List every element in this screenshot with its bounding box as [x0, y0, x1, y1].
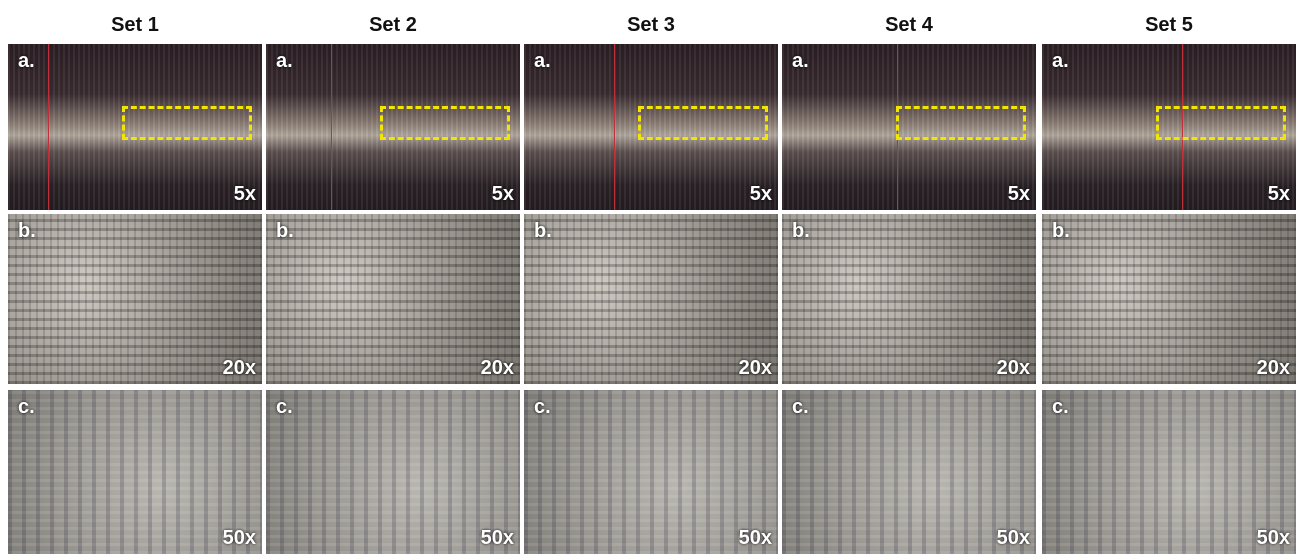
reference-line [614, 44, 615, 210]
panel-label: b. [276, 220, 294, 243]
column-title: Set 2 [266, 14, 520, 37]
micrograph: c. 50x [782, 390, 1036, 554]
magnification: 20x [1257, 357, 1290, 380]
micrograph: c. 50x [8, 390, 262, 554]
panel-label: a. [534, 50, 551, 73]
panel-label: c. [792, 396, 809, 419]
magnification: 50x [223, 527, 256, 550]
micrograph: a. 5x [782, 44, 1036, 210]
micrograph: c. 50x [266, 390, 520, 554]
magnification: 5x [750, 183, 772, 206]
micrograph: c. 50x [524, 390, 778, 554]
region-highlight [896, 106, 1026, 140]
magnification: 50x [481, 527, 514, 550]
panel-label: b. [1052, 220, 1070, 243]
panel-label: a. [792, 50, 809, 73]
magnification: 20x [739, 357, 772, 380]
magnification: 20x [997, 357, 1030, 380]
micrograph: b. 20x [524, 214, 778, 384]
magnification: 20x [223, 357, 256, 380]
micrograph: a. 5x [8, 44, 262, 210]
panel-label: a. [18, 50, 35, 73]
panel-label: c. [534, 396, 551, 419]
column-title: Set 1 [8, 14, 262, 37]
micrograph: a. 5x [266, 44, 520, 210]
panel-label: c. [18, 396, 35, 419]
micrograph: b. 20x [782, 214, 1036, 384]
micrograph: c. 50x [1042, 390, 1296, 554]
reference-line [48, 44, 49, 210]
magnification: 20x [481, 357, 514, 380]
region-highlight [1156, 106, 1286, 140]
panel-label: b. [18, 220, 36, 243]
region-highlight [122, 106, 252, 140]
magnification: 5x [492, 183, 514, 206]
magnification: 5x [1268, 183, 1290, 206]
micrograph: b. 20x [8, 214, 262, 384]
panel-label: b. [534, 220, 552, 243]
micrograph: a. 5x [524, 44, 778, 210]
column-title: Set 5 [1042, 14, 1296, 37]
panel-label: a. [1052, 50, 1069, 73]
region-highlight [380, 106, 510, 140]
reference-line [331, 44, 332, 210]
panel-label: c. [1052, 396, 1069, 419]
magnification: 50x [739, 527, 772, 550]
region-highlight [638, 106, 768, 140]
magnification: 50x [997, 527, 1030, 550]
column-title: Set 4 [782, 14, 1036, 37]
magnification: 5x [1008, 183, 1030, 206]
micrograph: a. 5x [1042, 44, 1296, 210]
panel-label: b. [792, 220, 810, 243]
figure: Set 1 a. 5x b. 20x c. 50x Set 2 a. 5x b. 20x c. 50x Se… [0, 0, 1296, 554]
panel-label: a. [276, 50, 293, 73]
panel-label: c. [276, 396, 293, 419]
column-title: Set 3 [524, 14, 778, 37]
micrograph: b. 20x [1042, 214, 1296, 384]
micrograph: b. 20x [266, 214, 520, 384]
magnification: 5x [234, 183, 256, 206]
magnification: 50x [1257, 527, 1290, 550]
